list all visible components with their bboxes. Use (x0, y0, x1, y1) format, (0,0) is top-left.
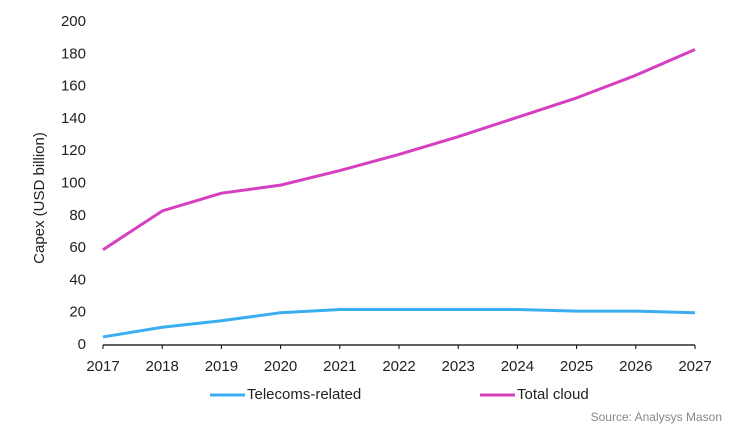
y-tick-label: 120 (61, 142, 86, 159)
x-tick-label: 2026 (619, 358, 652, 375)
y-tick-label: 20 (69, 304, 86, 321)
y-tick-label: 60 (69, 239, 86, 256)
x-tick-label: 2019 (205, 358, 238, 375)
x-tick-label: 2024 (501, 358, 534, 375)
y-tick-label: 140 (61, 110, 86, 127)
x-tick-label: 2021 (323, 358, 356, 375)
y-axis-label: Capex (USD billion) (31, 132, 48, 264)
y-tick-label: 180 (61, 45, 86, 62)
y-tick-label: 40 (69, 271, 86, 288)
y-tick-label: 200 (61, 13, 86, 30)
data-line (102, 48, 696, 251)
x-tick-label: 2027 (678, 358, 711, 375)
x-tick-label: 2018 (146, 358, 179, 375)
y-tick-label: 160 (61, 78, 86, 95)
x-tick-label: 2020 (264, 358, 297, 375)
y-tick-label: 80 (69, 207, 86, 224)
y-tick-label: 0 (78, 336, 86, 353)
x-tick-label: 2017 (86, 358, 119, 375)
legend-label: Total cloud (517, 386, 589, 403)
x-tick-label: 2025 (560, 358, 593, 375)
x-tick-label: 2022 (382, 358, 415, 375)
legend-label: Telecoms-related (247, 386, 361, 403)
data-line (102, 307, 696, 339)
y-tick-label: 100 (61, 174, 86, 191)
source: Source: Analysys Mason (591, 410, 722, 424)
x-tick-label: 2023 (442, 358, 475, 375)
